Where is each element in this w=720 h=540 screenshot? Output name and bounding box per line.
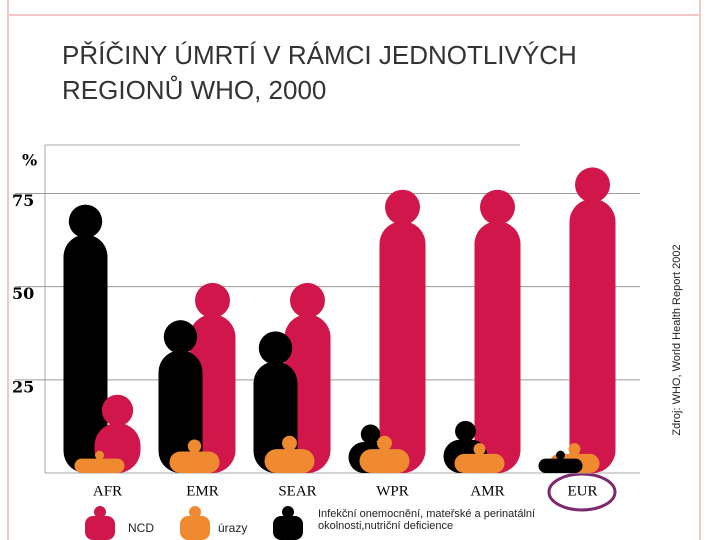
legend-icon	[85, 506, 115, 540]
figure-head	[360, 424, 381, 444]
figure	[74, 450, 125, 473]
legend-label: NCD	[128, 521, 154, 535]
figure	[359, 435, 410, 473]
y-tick-label: 75	[12, 191, 34, 210]
figure	[569, 167, 616, 473]
x-tick-label: EUR	[568, 483, 598, 499]
figure-body	[63, 234, 108, 473]
legend-icon-body	[273, 516, 303, 540]
legend-icon	[180, 506, 210, 540]
highlight-ring	[547, 472, 617, 512]
figure	[474, 189, 521, 473]
legend-label: Infekční onemocnění, mateřské a perinatá…	[318, 508, 536, 532]
figure-head	[101, 394, 134, 427]
figure-head	[473, 443, 486, 456]
figure-head	[163, 320, 198, 354]
figure-body	[379, 221, 426, 473]
figure-head	[455, 420, 476, 442]
figure	[169, 439, 220, 473]
figure-head	[282, 435, 297, 451]
x-tick-label: AFR	[93, 483, 122, 499]
figure-head	[290, 282, 325, 318]
figure-body	[538, 458, 583, 473]
y-tick-label: 50	[12, 284, 34, 303]
legend-icon-body	[180, 516, 210, 540]
figure	[379, 189, 426, 473]
figure-head	[95, 450, 104, 460]
figure-body	[359, 449, 410, 473]
chart-title: PŘÍČINY ÚMRTÍ V RÁMCI JEDNOTLIVÝCH REGIO…	[62, 40, 577, 105]
x-tick-label: AMR	[470, 483, 504, 499]
y-tick-label: 25	[12, 377, 34, 396]
legend-icon-head	[189, 506, 201, 518]
figure-head	[68, 204, 103, 239]
figure	[454, 443, 505, 473]
x-tick-label: EMR	[186, 483, 219, 499]
figure-body	[74, 458, 125, 473]
x-tick-label: WPR	[376, 483, 409, 499]
legend-label: úrazy	[218, 521, 248, 535]
legend-icon-head	[282, 506, 294, 518]
figure-head	[385, 189, 420, 225]
figure-head	[568, 443, 581, 456]
figure-head	[187, 439, 202, 453]
figure	[264, 435, 315, 473]
figure-body	[474, 221, 521, 473]
figure-head	[575, 167, 610, 203]
legend-icon-body	[85, 516, 115, 540]
x-tick-label: SEAR	[278, 483, 316, 499]
figure	[63, 204, 108, 473]
legend-icon	[273, 506, 303, 540]
y-label: %	[22, 151, 37, 170]
figure-head	[258, 331, 293, 365]
legend-icon-head	[94, 506, 106, 518]
figure-head	[480, 189, 515, 225]
figure-body	[169, 451, 220, 473]
figure	[538, 450, 583, 473]
figure-body	[569, 198, 616, 473]
figure-head	[556, 450, 565, 460]
figure-head	[195, 282, 230, 318]
figure-body	[264, 449, 315, 473]
figure-head	[377, 435, 392, 451]
source-note: Zdroj: WHO, World Health Report 2002	[671, 244, 683, 435]
figure-body	[454, 453, 505, 473]
